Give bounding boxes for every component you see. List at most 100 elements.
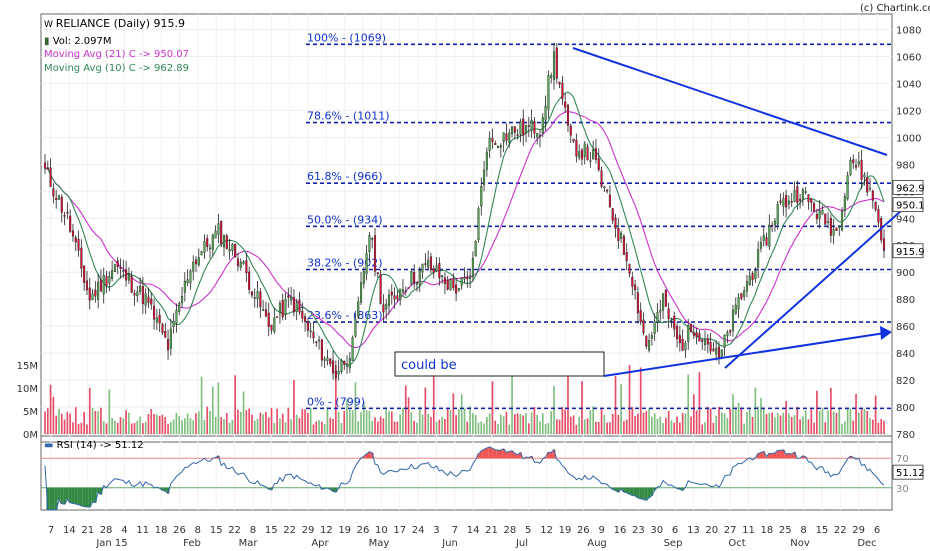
candle-body	[413, 272, 416, 284]
volume-bar	[466, 421, 469, 434]
candle-body	[301, 310, 304, 319]
candle-body	[175, 309, 178, 324]
volume-bar	[575, 424, 578, 434]
volume-bar	[321, 421, 323, 434]
candle-body	[357, 301, 360, 318]
candle-body	[474, 240, 477, 257]
candle-body	[737, 297, 740, 310]
candle-body	[334, 370, 337, 378]
volume-bar	[225, 413, 228, 434]
candle-body	[832, 229, 835, 236]
volume-bar	[774, 417, 776, 434]
volume-bar	[416, 422, 418, 434]
candle-body	[253, 297, 256, 299]
candle-body	[401, 289, 405, 293]
volume-bar	[748, 409, 751, 434]
date-tick-label: 10	[375, 525, 388, 536]
volume-bar	[343, 410, 346, 434]
candle-body	[192, 261, 195, 272]
date-tick-label: 16	[614, 525, 627, 536]
date-tick-label: 8	[800, 525, 806, 536]
volume-bar	[597, 421, 600, 434]
date-tick-label: 6	[874, 525, 880, 536]
title-text: RELIANCE (Daily) 915.9	[56, 17, 185, 30]
candle-body	[373, 235, 377, 272]
candle-body	[684, 342, 687, 351]
volume-bar	[130, 423, 133, 434]
rsi-panel-frame	[40, 435, 893, 511]
volume-bar	[558, 419, 561, 434]
volume-bar	[494, 420, 497, 434]
date-tick-label: 28	[504, 525, 517, 536]
volume-bar	[86, 424, 88, 434]
volume-bar	[362, 401, 365, 434]
candle-body	[455, 284, 458, 294]
candle-body	[843, 196, 846, 211]
volume-bar	[228, 422, 231, 434]
candle-body	[754, 270, 757, 280]
volume-bar	[592, 406, 594, 434]
candle-body	[485, 151, 488, 170]
volume-bar	[486, 416, 488, 434]
volume-bar	[544, 423, 547, 434]
volume-bar	[357, 421, 360, 434]
fib-level-label: 100% - (1069)	[307, 31, 386, 44]
candle-body	[617, 227, 620, 241]
volume-bar	[449, 409, 452, 434]
volume-bar	[142, 423, 144, 434]
close-value-badge: 915.9	[896, 247, 925, 258]
volume-bar	[572, 415, 575, 434]
candle-body	[787, 200, 790, 205]
candle-body	[211, 234, 214, 250]
volume-bar	[170, 421, 172, 434]
volume-bar	[740, 407, 743, 434]
candle-body	[80, 247, 83, 269]
candle-body	[407, 287, 410, 289]
candle-body	[653, 321, 656, 334]
candle-body	[167, 339, 170, 351]
volume-bar	[863, 408, 866, 434]
trend-lines	[572, 47, 903, 377]
volume-bar	[279, 418, 281, 434]
candle-body	[636, 292, 639, 314]
volume-bar	[880, 418, 883, 434]
volume-bar	[726, 418, 729, 434]
volume-bar	[757, 406, 759, 434]
fibonacci-levels: 100% - (1069) 78.6% - (1011) 61.8% - (966)…	[306, 31, 892, 410]
candle-body	[108, 276, 111, 284]
fib-level-label: 78.6% - (1011)	[307, 110, 389, 123]
price-tick-label: 840	[896, 349, 915, 360]
volume-bar	[511, 375, 513, 434]
candle-body	[262, 309, 265, 312]
volume-bar	[832, 411, 835, 434]
candle-body	[278, 303, 281, 314]
date-tick-label: 5	[525, 525, 531, 536]
ma21-value-badge: 950.1	[896, 201, 925, 212]
candlesticks	[43, 42, 886, 381]
candle-body	[566, 104, 570, 126]
candle-body	[362, 271, 365, 284]
volume-bar	[611, 413, 614, 434]
volume-bar	[737, 402, 740, 434]
volume-bar	[183, 418, 186, 434]
date-tick-label: 26	[357, 525, 370, 536]
candle-body	[203, 241, 206, 253]
candle-body	[194, 259, 198, 265]
candle-body	[181, 296, 184, 304]
candle-body	[639, 310, 642, 323]
candle-body	[183, 280, 186, 293]
candle-body	[248, 271, 251, 290]
candle-body	[642, 319, 645, 334]
date-tick-label: 21	[81, 525, 94, 536]
candle-body	[804, 191, 807, 193]
date-tick-label: 26	[173, 525, 186, 536]
candle-body	[393, 295, 396, 300]
volume-bar	[743, 423, 746, 434]
candle-body	[659, 309, 662, 313]
candle-body	[586, 146, 589, 161]
candle-body	[524, 125, 528, 133]
volume-bar	[77, 423, 80, 434]
volume-bar	[670, 420, 673, 434]
candle-body	[236, 258, 240, 267]
